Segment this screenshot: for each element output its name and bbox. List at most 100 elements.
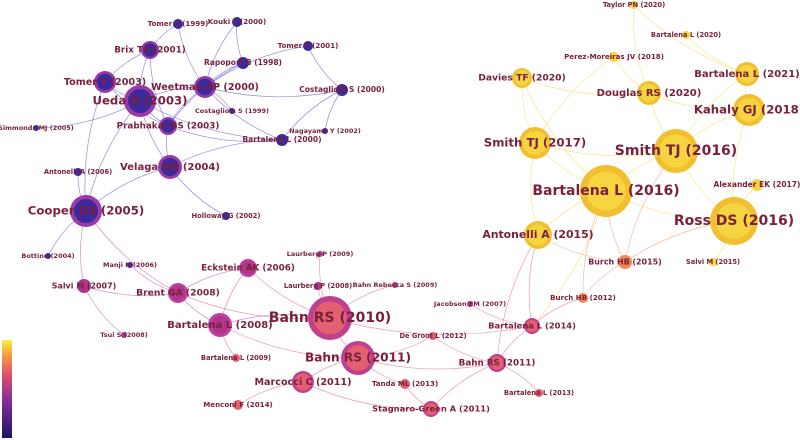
node-label: Antonelli A (2006): [44, 168, 112, 176]
node: [232, 17, 242, 27]
node-label: Costagliola S (1999): [195, 107, 269, 115]
node-label: Smith TJ (2016): [615, 143, 737, 159]
node-label: Bottino (2004): [21, 252, 74, 260]
node-label: Perez-Moreiras JV (2018): [564, 52, 664, 61]
node: [609, 52, 619, 62]
node: [578, 293, 588, 303]
node-label: Salvi M (2015): [686, 258, 740, 266]
node-label: Tomer Y (2003): [64, 77, 146, 88]
node-label: Weetman AP (2000): [151, 82, 259, 93]
node-label: Prabhakar BS (2003): [117, 122, 220, 132]
node: [630, 1, 638, 9]
node-label: Bartalena L (2009): [201, 354, 271, 362]
node: [336, 84, 348, 96]
node: [294, 373, 312, 391]
node: [709, 258, 717, 266]
node-label: Bahn RS (2011): [305, 351, 411, 365]
edge: [281, 89, 343, 141]
node-label: Bartalena L (2008): [167, 320, 273, 331]
edge: [307, 45, 343, 91]
node: [425, 403, 437, 415]
node: [400, 379, 410, 389]
edge: [534, 56, 615, 144]
node-label: Ross DS (2016): [674, 213, 794, 229]
node-label: Jacobson EM (2007): [433, 300, 506, 308]
node: [161, 158, 179, 176]
node: [276, 134, 288, 146]
node-label: Menconi F (2014): [203, 400, 273, 409]
node-label: Burch HB (2015): [588, 258, 662, 267]
node-label: Costagliola S (2000): [299, 85, 385, 94]
node-label: Bahn RS (2011): [459, 359, 536, 369]
node: [738, 65, 756, 83]
node: [143, 43, 157, 57]
node: [241, 261, 255, 275]
node: [170, 285, 186, 301]
node: [682, 31, 690, 39]
edge: [204, 86, 343, 98]
edge: [236, 21, 244, 64]
node-label: Bartalena L (2013): [504, 389, 574, 397]
node: [317, 251, 323, 257]
node-label: Cooper DS (2005): [28, 204, 144, 218]
node: [196, 78, 214, 96]
node-label: Laurberg P (2008): [284, 282, 352, 290]
node: [526, 320, 538, 332]
node: [535, 389, 543, 397]
edge: [430, 362, 498, 410]
node-label: Antonelli A (2015): [482, 228, 593, 241]
edge: [139, 100, 283, 141]
edge: [169, 139, 283, 168]
edge: [167, 125, 283, 142]
node-label: Kouki T (2000): [208, 17, 266, 26]
edge: [324, 89, 343, 132]
node: [173, 19, 183, 29]
edge: [204, 45, 309, 88]
node: [233, 400, 243, 410]
node: [232, 354, 240, 362]
node-label: Tsui S (2008): [100, 331, 148, 339]
edge: [633, 4, 650, 94]
node: [429, 332, 437, 340]
node-label: Smith TJ (2017): [484, 136, 586, 150]
node: [659, 134, 693, 168]
node: [314, 282, 322, 290]
node: [467, 301, 473, 307]
node: [751, 179, 763, 191]
node-label: Marcocci C (2011): [254, 377, 351, 388]
node-label: Bahn Rebecca S (2009): [353, 281, 438, 289]
node: [618, 255, 632, 269]
node: [74, 168, 82, 176]
node: [716, 203, 752, 239]
node-label: Burch HB (2012): [550, 293, 616, 302]
node-label: Stagnaro-Green A (2011): [372, 404, 490, 414]
node-label: Davies TF (2020): [478, 73, 566, 84]
edge: [83, 285, 125, 336]
edge: [496, 234, 539, 364]
node-label: Rapoport B (1998): [204, 58, 282, 67]
node-label: Tanda ML (2013): [372, 379, 438, 388]
node: [527, 224, 549, 246]
node: [229, 108, 235, 114]
node-label: Bartalena L (2021): [694, 69, 800, 80]
node-label: Bartalena L (2000): [242, 135, 321, 144]
node: [640, 84, 658, 102]
node-label: Salvi M (2007): [52, 282, 116, 291]
node-label: Bartalena L (2014): [488, 321, 576, 331]
node: [128, 89, 152, 113]
node: [490, 356, 504, 370]
node-label: Tomer Y (2001): [278, 41, 339, 50]
node: [737, 98, 761, 122]
node-label: Taylor PN (2020): [603, 1, 665, 9]
node: [45, 253, 51, 259]
node: [237, 57, 249, 69]
node: [313, 301, 347, 335]
node: [74, 199, 98, 223]
node: [303, 41, 313, 51]
node: [211, 316, 229, 334]
node-label: Brent GA (2008): [136, 288, 220, 299]
node-label: Holloway G (2002): [192, 212, 261, 220]
node-label: Tomer Y (1999): [148, 19, 209, 28]
